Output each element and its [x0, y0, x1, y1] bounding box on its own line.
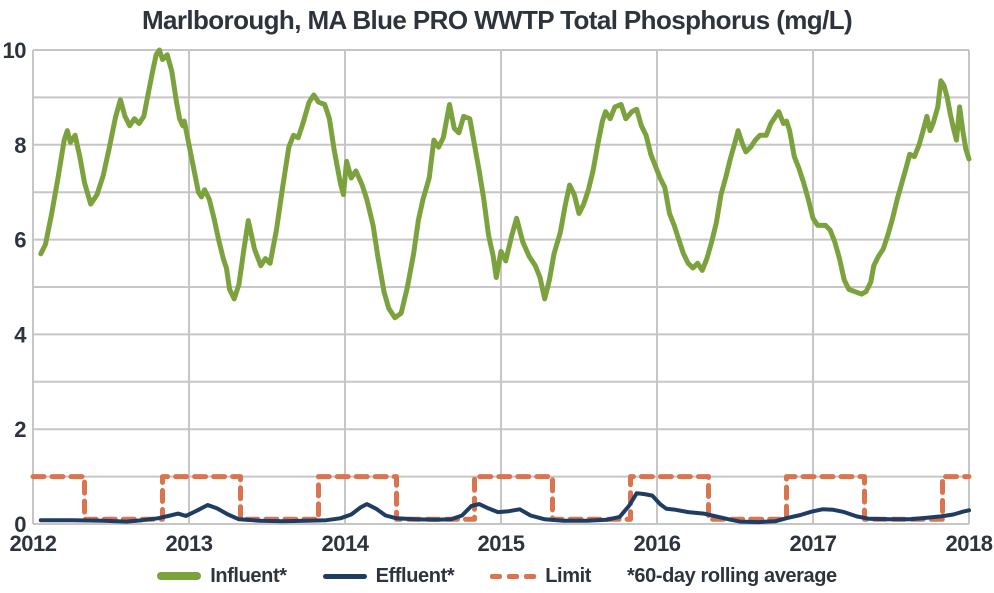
- x-tick-label: 2018: [946, 531, 993, 556]
- chart-title: Marlborough, MA Blue PRO WWTP Total Phos…: [141, 5, 853, 35]
- legend-label-limit: Limit: [545, 564, 591, 587]
- legend-label-effluent: Effluent*: [375, 564, 455, 587]
- y-tick-label: 6: [14, 228, 26, 253]
- effluent-line-swatch: [322, 573, 367, 579]
- legend-item-effluent: Effluent*: [322, 564, 455, 588]
- y-tick-label: 4: [14, 322, 27, 347]
- gridlines: [32, 49, 970, 525]
- limit-series-line: [30, 474, 972, 522]
- legend-label-influent: Influent*: [210, 564, 287, 587]
- influent-line-swatch: [157, 572, 202, 580]
- x-tick-label: 2012: [10, 531, 57, 556]
- series-lines: [30, 47, 972, 525]
- x-tick-label: 2015: [478, 531, 525, 556]
- legend-item-limit: Limit: [490, 565, 591, 588]
- y-axis-tick-labels: 0 2 4 6 8 10: [3, 38, 28, 537]
- x-tick-label: 2016: [634, 531, 681, 556]
- limit-line-swatch: [490, 573, 537, 579]
- legend: Influent* Effluent* Limit *60-day rollin…: [0, 562, 994, 590]
- y-tick-label: 2: [14, 417, 26, 442]
- y-tick-label: 0: [14, 512, 26, 537]
- x-tick-label: 2013: [166, 531, 213, 556]
- legend-note: *60-day rolling average: [627, 564, 837, 587]
- y-tick-label: 10: [3, 38, 27, 63]
- effluent-series-line: [38, 491, 971, 525]
- influent-series-line: [38, 47, 972, 321]
- y-tick-label: 8: [14, 133, 26, 158]
- legend-item-influent: Influent*: [157, 564, 287, 588]
- x-tick-label: 2014: [322, 531, 370, 556]
- x-tick-label: 2017: [790, 531, 837, 556]
- x-axis-tick-labels: 2012 2013 2014 2015 2016 2017 2018: [10, 531, 994, 556]
